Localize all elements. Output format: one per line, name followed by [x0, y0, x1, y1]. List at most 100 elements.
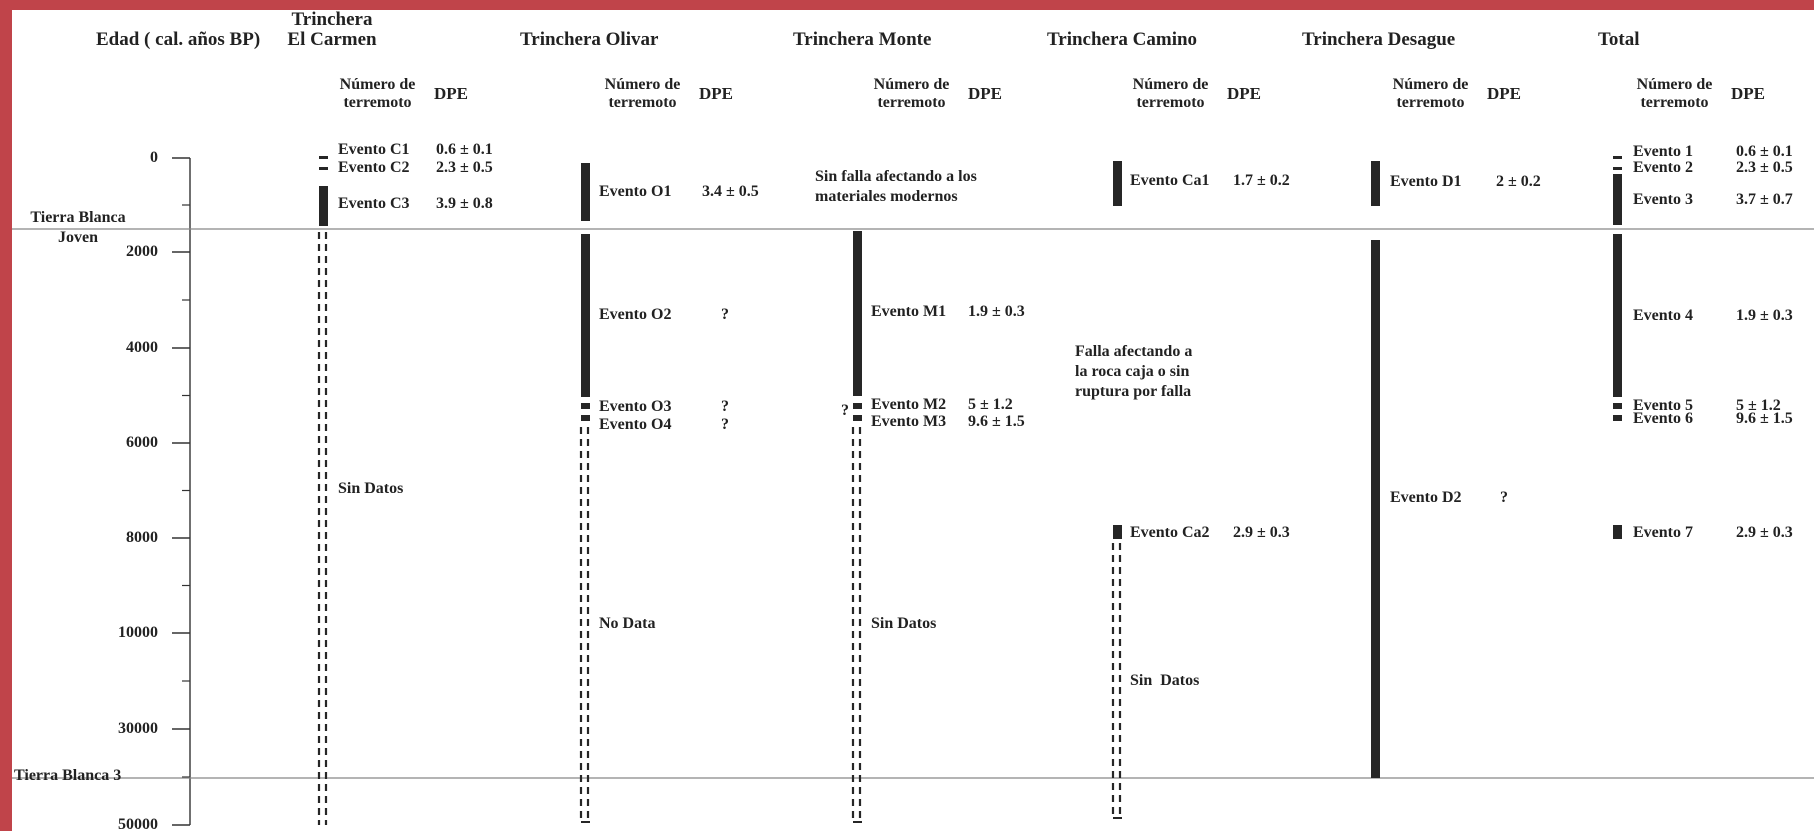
trench-title-camino: Trinchera Camino [1047, 29, 1198, 50]
subheader-number-olivar: Número de terremoto [604, 76, 681, 111]
subheader-dpe-carmen: DPE [434, 84, 468, 103]
event-dpe-m2: 5 ± 1.2 [968, 396, 1013, 413]
event-dpe-t1: 0.6 ± 0.1 [1736, 143, 1793, 160]
event-dpe-t3: 3.7 ± 0.7 [1736, 191, 1793, 208]
event-label-c2: Evento C2 [338, 159, 410, 176]
trench-title-desague: Trinchera Desague [1302, 29, 1456, 50]
event-dpe-c1: 0.6 ± 0.1 [436, 141, 493, 158]
event-label-t3: Evento 3 [1633, 191, 1693, 208]
axis-tick-label-0: 0 [150, 149, 158, 166]
event-dpe-t4: 1.9 ± 0.3 [1736, 307, 1793, 324]
bar-total-2 [1613, 167, 1622, 170]
note-carmen-sin-datos: Sin Datos [338, 480, 404, 497]
subheader-number-camino: Número de terremoto [1132, 76, 1209, 111]
event-dpe-m3: 9.6 ± 1.5 [968, 413, 1025, 430]
bar-carmen-c2 [319, 167, 328, 170]
bar-total-6 [1613, 415, 1622, 421]
bar-carmen-c1 [319, 156, 328, 159]
trench-title-carmen: Trinchera El Carmen [287, 9, 377, 50]
event-dpe-o2: ? [721, 306, 729, 323]
note-camino-falla: Falla afectando a la roca caja o sin rup… [1075, 343, 1193, 400]
bar-camino-ca2 [1113, 525, 1122, 539]
event-label-c1: Evento C1 [338, 141, 410, 158]
axis-tick-label-7: 50000 [118, 816, 158, 833]
event-dpe-t7: 2.9 ± 0.3 [1736, 524, 1793, 541]
bar-olivar-o2 [581, 234, 590, 397]
event-label-ca2: Evento Ca2 [1130, 524, 1210, 541]
event-dpe-o4: ? [721, 416, 729, 433]
trench-title-olivar: Trinchera Olivar [520, 29, 659, 50]
subheader-dpe-camino: DPE [1227, 84, 1261, 103]
axis-tick-label-4: 8000 [126, 529, 158, 546]
bar-desague-d1 [1371, 161, 1380, 206]
event-dpe-o3: ? [721, 398, 729, 415]
event-label-d2: Evento D2 [1390, 489, 1462, 506]
subheader-dpe-total: DPE [1731, 84, 1765, 103]
bar-olivar-o3 [581, 403, 590, 409]
bar-total-1 [1613, 156, 1622, 159]
event-dpe-ca2: 2.9 ± 0.3 [1233, 524, 1290, 541]
note-monte-sin-datos: Sin Datos [871, 615, 937, 632]
event-label-t7: Evento 7 [1633, 524, 1693, 541]
bar-monte-m3 [853, 415, 862, 421]
frame-border-left [0, 0, 12, 831]
trench-title-total: Total [1598, 29, 1640, 50]
trench-title-monte: Trinchera Monte [793, 29, 932, 50]
event-dpe-c2: 2.3 ± 0.5 [436, 159, 493, 176]
axis-tick-label-6: 30000 [118, 720, 158, 737]
event-label-t2: Evento 2 [1633, 159, 1693, 176]
event-dpe-ca1: 1.7 ± 0.2 [1233, 172, 1290, 189]
event-label-d1: Evento D1 [1390, 173, 1462, 190]
event-label-o2: Evento O2 [599, 306, 672, 323]
event-label-o3: Evento O3 [599, 398, 672, 415]
note-olivar-no-data: No Data [599, 615, 656, 632]
bar-camino-ca1 [1113, 161, 1122, 206]
event-dpe-t5: 5 ± 1.2 [1736, 397, 1781, 414]
subheader-dpe-desague: DPE [1487, 84, 1521, 103]
bar-olivar-o4 [581, 415, 590, 421]
bar-carmen-c3 [319, 186, 328, 226]
axis-title: Edad ( cal. años BP) [96, 29, 261, 50]
bar-monte-m1 [853, 231, 862, 396]
subheader-number-desague: Número de terremoto [1392, 76, 1469, 111]
axis-tick-label-5: 10000 [118, 624, 158, 641]
event-label-ca1: Evento Ca1 [1130, 172, 1210, 189]
bar-total-7 [1613, 525, 1622, 539]
subheader-number-total: Número de terremoto [1636, 76, 1713, 111]
event-label-m3: Evento M3 [871, 413, 947, 430]
subheader-dpe-monte: DPE [968, 84, 1002, 103]
axis-tick-label-2: 4000 [126, 339, 158, 356]
bar-monte-m2 [853, 403, 862, 409]
note-camino-sin-datos: Sin Datos [1130, 672, 1200, 689]
frame-border-top [0, 0, 1814, 10]
event-dpe-c3: 3.9 ± 0.8 [436, 195, 493, 212]
axis-tick-label-3: 6000 [126, 434, 158, 451]
axis-tick-label-1: 2000 [126, 243, 158, 260]
event-dpe-t6: 9.6 ± 1.5 [1736, 410, 1793, 427]
event-dpe-o1: 3.4 ± 0.5 [702, 183, 759, 200]
layer-label-tb3: Tierra Blanca 3 [14, 767, 122, 784]
event-dpe-d2: ? [1500, 489, 1508, 506]
subheader-dpe-olivar: DPE [699, 84, 733, 103]
event-label-t5: Evento 5 [1633, 397, 1693, 414]
event-label-o4: Evento O4 [599, 416, 672, 433]
event-label-t6: Evento 6 [1633, 410, 1693, 427]
event-label-t4: Evento 4 [1633, 307, 1693, 324]
event-dpe-d1: 2 ± 0.2 [1496, 173, 1541, 190]
event-label-m1: Evento M1 [871, 303, 947, 320]
subheader-number-carmen: Número de terremoto [339, 76, 416, 111]
layer-label-tbj: Tierra Blanca Joven [30, 209, 126, 246]
bar-olivar-o1 [581, 163, 590, 221]
event-dpe-t2: 2.3 ± 0.5 [1736, 159, 1793, 176]
event-dpe-m1: 1.9 ± 0.3 [968, 303, 1025, 320]
bar-total-3 [1613, 174, 1622, 225]
note-monte-question: ? [841, 402, 849, 419]
bar-total-4 [1613, 234, 1622, 397]
bar-desague-d2 [1371, 240, 1380, 778]
event-label-t1: Evento 1 [1633, 143, 1693, 160]
subheader-number-monte: Número de terremoto [873, 76, 950, 111]
event-label-o1: Evento O1 [599, 183, 672, 200]
bar-total-5 [1613, 403, 1622, 409]
